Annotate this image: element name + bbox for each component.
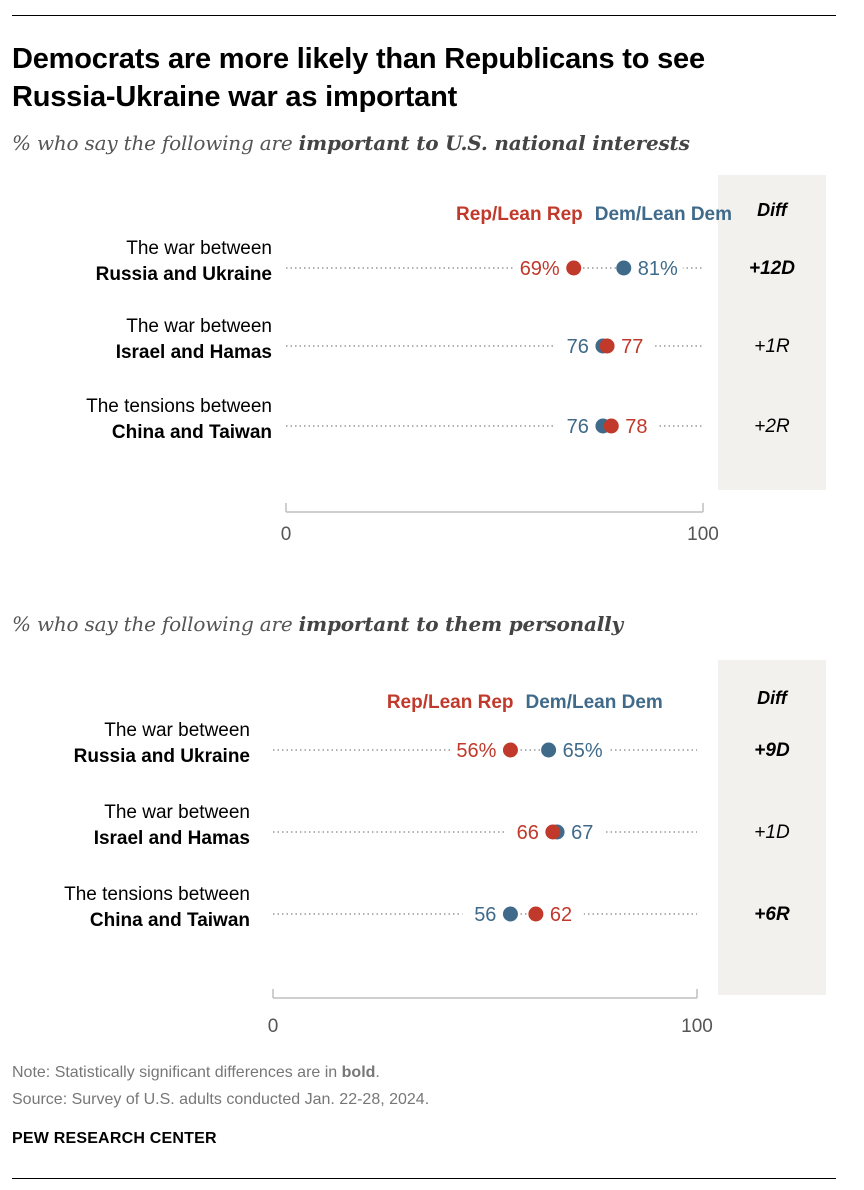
rep-dot [502,742,518,758]
value-label-right: 81% [638,258,678,280]
row-label-line1: The war between [126,238,272,259]
chart-personal-svg: Rep/Lean Rep Dem/Lean Dem Diff The war betw… [64,660,826,1037]
legend-rep-national: Rep/Lean Rep [456,204,583,225]
dem-dot [502,906,518,922]
value-label-left: 66 [517,822,539,844]
legend-rep-personal: Rep/Lean Rep [387,692,514,713]
diff-column-national [718,175,826,490]
subtitle-personal-prefix: % who say the following are [12,612,299,636]
x-tick-label: 100 [687,524,719,545]
diff-value: +1R [754,336,790,357]
value-label-left: 56 [474,904,496,926]
diff-value: +12D [749,258,795,279]
chart-national-interests-svg: Rep/Lean Rep Dem/Lean Dem Diff The war betw… [86,175,826,545]
source: Source: Survey of U.S. adults conducted … [12,1091,430,1108]
diff-value: +1D [754,822,790,843]
note-prefix: Note: Statistically significant differen… [12,1064,342,1081]
chart-personal: Rep/Lean Rep Dem/Lean Dem Diff The war betw… [64,660,826,1037]
rep-dot [545,824,561,840]
diff-value: +9D [754,740,790,761]
row-label-line2: Russia and Ukraine [96,264,272,285]
row-label-line2: Israel and Hamas [116,342,272,363]
subtitle-personal-bold: important to them personally [298,612,623,636]
row-label-line1: The war between [104,720,250,741]
dem-dot [541,742,557,758]
rep-dot [599,338,615,354]
row-label-line1: The tensions between [64,884,250,905]
chart-title: Democrats are more likely than Republica… [12,40,832,116]
label-gap [554,736,608,764]
value-label-left: 76 [567,336,589,358]
dem-dot [616,260,632,276]
x-tick-label: 0 [281,524,292,545]
label-gap [554,412,597,440]
subtitle-personal: % who say the following are important to… [12,612,623,636]
rep-dot [566,260,582,276]
label-gap [462,900,505,928]
label-gap [563,818,606,846]
row-label-line1: The tensions between [86,396,272,417]
subtitle-national-prefix: % who say the following are [12,131,299,155]
note: Note: Statistically significant differen… [12,1064,380,1082]
diff-header-personal: Diff [757,688,789,708]
top-rule [12,15,836,16]
diff-column-personal [718,660,826,995]
row-label-line2: Russia and Ukraine [74,746,250,767]
value-label-right: 62 [550,904,572,926]
value-label-right: 77 [621,336,643,358]
note-bold: bold [341,1064,376,1081]
diff-header-national: Diff [757,200,789,220]
value-label-left: 56% [456,740,496,762]
value-label-right: 78 [625,416,647,438]
row-label-line2: China and Taiwan [90,910,250,931]
chart-national-interests: Rep/Lean Rep Dem/Lean Dem Diff The war betw… [0,0,864,560]
diff-value: +6R [754,904,790,925]
value-label-left: 76 [567,416,589,438]
label-gap [541,900,584,928]
brand-logo-text: PEW RESEARCH CENTER [12,1130,217,1147]
value-label-left: 69% [520,258,560,280]
legend-dem-national: Dem/Lean Dem [595,204,732,225]
chart-title-line2: Russia-Ukraine war as important [12,81,458,113]
x-tick-label: 100 [681,1016,713,1037]
rep-dot [528,906,544,922]
row-label-line1: The war between [126,316,272,337]
chart-title-line1: Democrats are more likely than Republica… [12,43,705,75]
label-gap [613,332,656,360]
value-label-right: 65% [563,740,603,762]
row-label-line2: Israel and Hamas [94,828,250,849]
bottom-rule [12,1178,836,1179]
subtitle-national: % who say the following are important to… [12,131,690,155]
row-label-line1: The war between [104,802,250,823]
label-gap [514,254,568,282]
label-gap [629,254,683,282]
diff-value: +2R [754,416,790,437]
subtitle-national-bold: important to U.S. national interests [298,131,690,155]
legend-dem-personal: Dem/Lean Dem [526,692,663,713]
label-gap [451,736,505,764]
label-gap [617,412,660,440]
row-label-line2: China and Taiwan [112,422,272,443]
value-label-right: 67 [571,822,593,844]
note-suffix: . [375,1064,380,1081]
rep-dot [603,418,619,434]
x-tick-label: 0 [268,1016,279,1037]
label-gap [554,332,597,360]
label-gap [504,818,547,846]
